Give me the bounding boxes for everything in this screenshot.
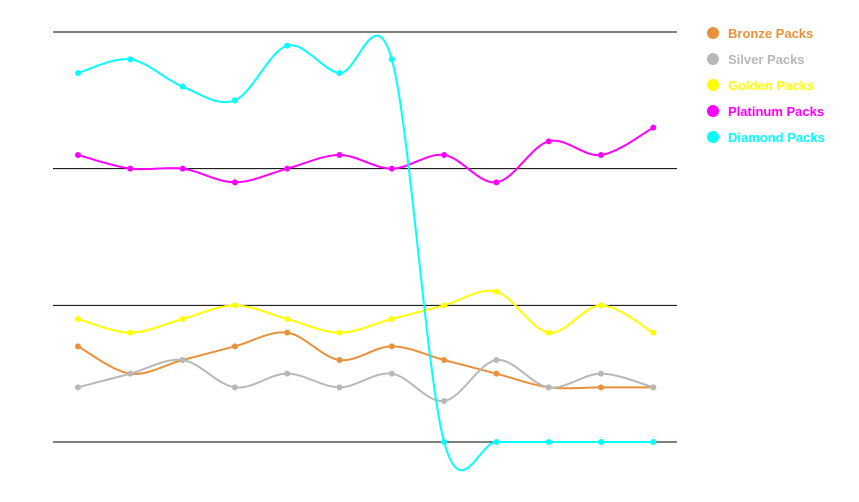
data-point xyxy=(179,165,186,172)
legend-marker xyxy=(707,131,719,143)
legend-item: Diamond Packs xyxy=(707,130,825,145)
data-point xyxy=(388,343,395,350)
data-point xyxy=(493,288,500,295)
legend-item: Golden Packs xyxy=(707,78,814,93)
data-point xyxy=(284,42,291,49)
data-point xyxy=(598,152,604,158)
data-point xyxy=(179,83,186,90)
data-point xyxy=(493,179,500,186)
data-point xyxy=(493,357,500,363)
data-point xyxy=(336,329,343,336)
data-point xyxy=(336,384,343,391)
data-point xyxy=(545,138,552,145)
data-point xyxy=(598,439,604,445)
legend-item: Silver Packs xyxy=(707,52,805,67)
data-point xyxy=(441,152,448,158)
data-point xyxy=(284,370,291,377)
data-point xyxy=(388,370,395,377)
legend-label: Diamond Packs xyxy=(728,130,825,145)
data-point xyxy=(545,329,552,336)
data-point xyxy=(598,384,604,391)
legend-marker xyxy=(707,105,719,117)
data-point xyxy=(75,70,81,76)
data-point xyxy=(75,316,81,322)
legend-label: Golden Packs xyxy=(728,78,814,93)
series-bronze-packs xyxy=(75,329,657,391)
data-point xyxy=(650,124,657,131)
legend-item: Bronze Packs xyxy=(707,26,813,41)
series-lines xyxy=(75,34,657,472)
legend-label: Platinum Packs xyxy=(728,104,824,119)
data-point xyxy=(650,384,657,391)
series-silver-packs xyxy=(75,357,657,404)
data-point xyxy=(75,384,81,391)
series-line xyxy=(77,126,654,184)
data-point xyxy=(127,370,134,377)
legend-marker xyxy=(707,79,719,91)
data-point xyxy=(388,56,395,63)
data-point xyxy=(231,384,238,391)
data-point xyxy=(441,439,448,445)
legend-label: Silver Packs xyxy=(728,52,805,67)
data-point xyxy=(388,316,395,322)
series-diamond-packs xyxy=(75,34,657,472)
data-point xyxy=(231,302,238,309)
data-point xyxy=(231,179,238,186)
data-point xyxy=(336,357,343,363)
data-point xyxy=(75,152,81,158)
data-point xyxy=(231,97,238,104)
legend: Bronze Packs Silver Packs Golden Packs Plat… xyxy=(707,26,825,145)
data-point xyxy=(441,302,448,309)
series-golden-packs xyxy=(75,288,657,336)
data-point xyxy=(493,370,500,377)
data-point xyxy=(336,152,343,158)
legend-marker xyxy=(707,53,719,65)
data-point xyxy=(441,357,448,363)
series-platinum-packs xyxy=(75,124,657,186)
data-point xyxy=(336,70,343,76)
data-point xyxy=(650,329,657,336)
series-line xyxy=(77,289,654,334)
data-point xyxy=(545,384,552,391)
legend-item: Platinum Packs xyxy=(707,104,824,119)
data-point xyxy=(127,165,134,172)
data-point xyxy=(441,398,448,404)
data-point xyxy=(388,165,395,172)
series-line xyxy=(77,34,654,472)
data-point xyxy=(231,343,238,350)
data-point xyxy=(284,165,291,172)
legend-marker xyxy=(707,27,719,39)
data-point xyxy=(179,316,186,322)
data-point xyxy=(598,302,604,309)
data-point xyxy=(75,343,81,350)
data-point xyxy=(545,439,552,445)
data-point xyxy=(284,329,291,336)
data-point xyxy=(493,439,500,445)
data-point xyxy=(179,357,186,363)
data-point xyxy=(598,370,604,377)
legend-label: Bronze Packs xyxy=(728,26,813,41)
data-point xyxy=(127,56,134,63)
data-point xyxy=(650,439,657,445)
data-point xyxy=(284,316,291,322)
data-point xyxy=(127,329,134,336)
